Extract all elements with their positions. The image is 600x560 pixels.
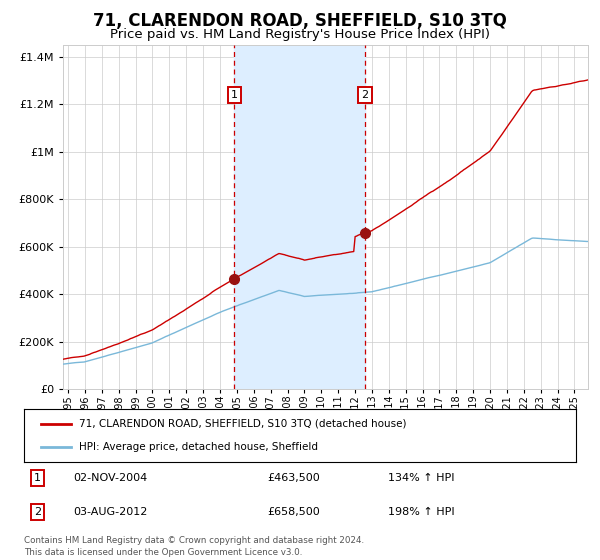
Text: Price paid vs. HM Land Registry's House Price Index (HPI): Price paid vs. HM Land Registry's House … <box>110 28 490 41</box>
Text: £658,500: £658,500 <box>267 507 320 517</box>
Text: HPI: Average price, detached house, Sheffield: HPI: Average price, detached house, Shef… <box>79 442 318 452</box>
Text: This data is licensed under the Open Government Licence v3.0.: This data is licensed under the Open Gov… <box>24 548 302 557</box>
Text: 1: 1 <box>34 473 41 483</box>
Text: 1: 1 <box>230 90 238 100</box>
Text: Contains HM Land Registry data © Crown copyright and database right 2024.: Contains HM Land Registry data © Crown c… <box>24 536 364 545</box>
Text: 71, CLARENDON ROAD, SHEFFIELD, S10 3TQ: 71, CLARENDON ROAD, SHEFFIELD, S10 3TQ <box>93 12 507 30</box>
Text: 71, CLARENDON ROAD, SHEFFIELD, S10 3TQ (detached house): 71, CLARENDON ROAD, SHEFFIELD, S10 3TQ (… <box>79 419 407 429</box>
Text: 03-AUG-2012: 03-AUG-2012 <box>74 507 148 517</box>
Text: 2: 2 <box>34 507 41 517</box>
Text: 198% ↑ HPI: 198% ↑ HPI <box>388 507 455 517</box>
Text: £463,500: £463,500 <box>267 473 320 483</box>
Text: 134% ↑ HPI: 134% ↑ HPI <box>388 473 455 483</box>
Bar <box>234 45 365 389</box>
Text: 2: 2 <box>361 90 368 100</box>
Text: 02-NOV-2004: 02-NOV-2004 <box>74 473 148 483</box>
